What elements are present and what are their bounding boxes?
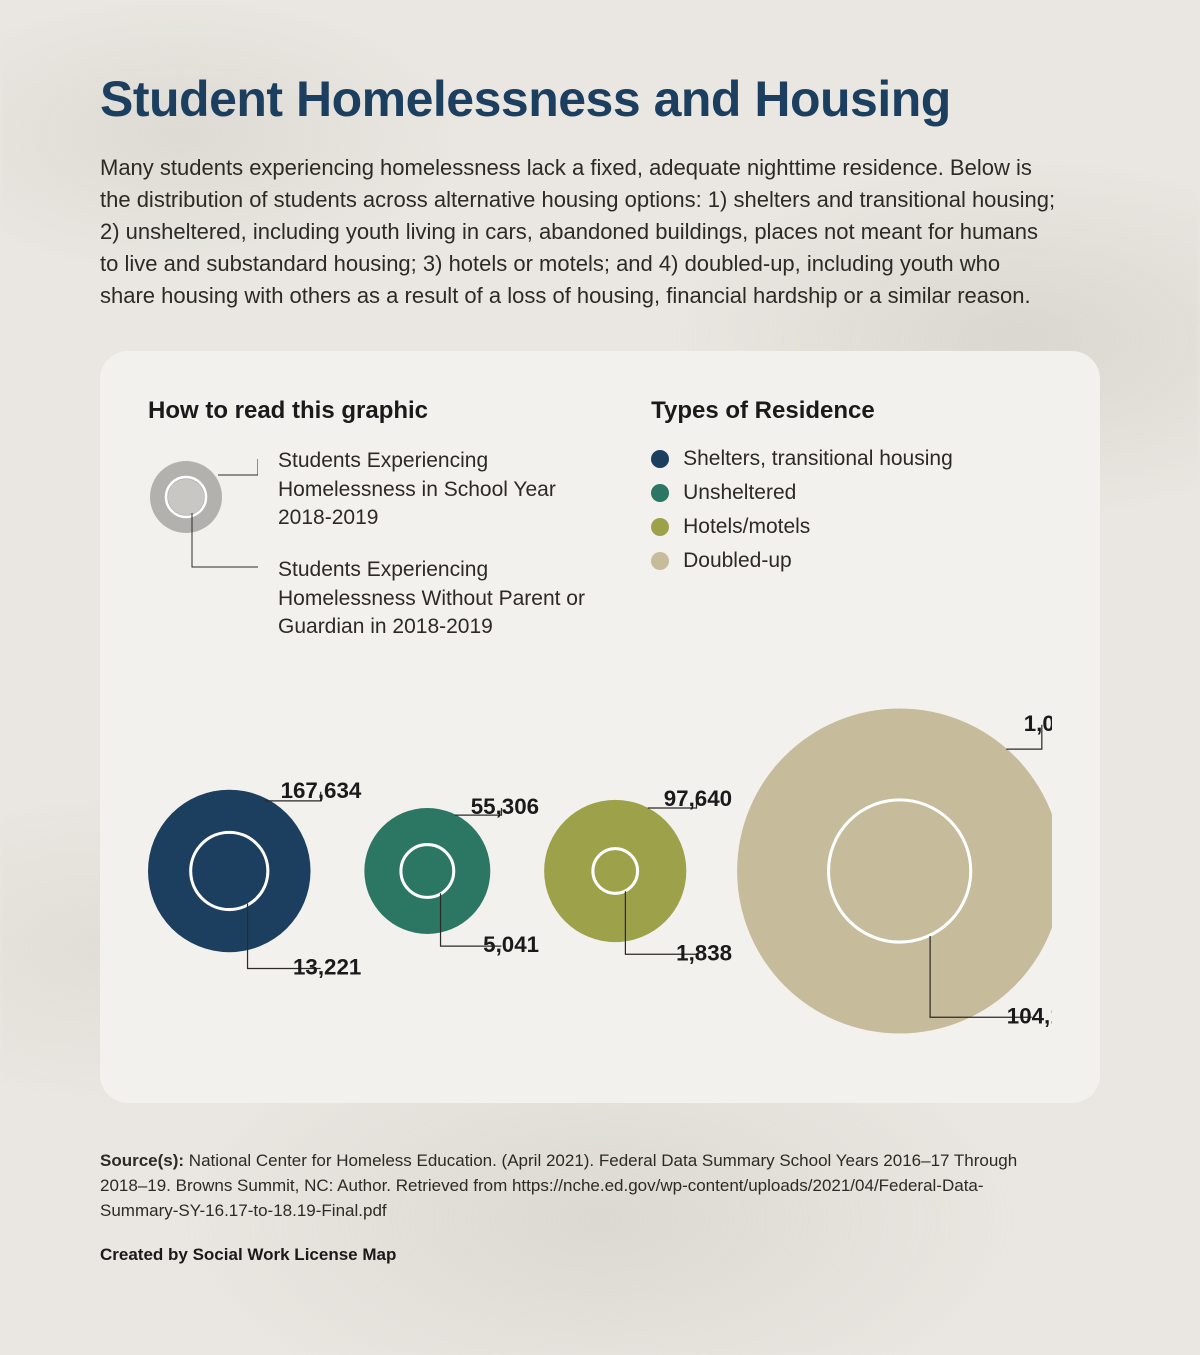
legend-item: Doubled-up bbox=[651, 549, 1052, 573]
legend-label: Hotels/motels bbox=[683, 515, 810, 539]
howto-section: How to read this graphic Students Experi… bbox=[148, 397, 591, 641]
sources-label: Source(s): bbox=[100, 1151, 189, 1170]
legend-swatch bbox=[651, 552, 669, 570]
legend-swatch bbox=[651, 484, 669, 502]
sources-text: National Center for Homeless Education. … bbox=[100, 1151, 1017, 1219]
chart-area: 167,634 13,221 55,306 5,041 97,640 1,838 1,058… bbox=[148, 678, 1052, 1064]
legend-item: Shelters, transitional housing bbox=[651, 447, 1052, 471]
legend-section: Types of Residence Shelters, transitiona… bbox=[651, 397, 1052, 641]
legend-label: Shelters, transitional housing bbox=[683, 447, 953, 471]
infographic-page: Student Homelessness and Housing Many st… bbox=[0, 0, 1200, 1315]
credit-line: Created by Social Work License Map bbox=[100, 1245, 1100, 1265]
svg-text:104,155: 104,155 bbox=[1007, 1003, 1052, 1028]
content-card: How to read this graphic Students Experi… bbox=[100, 351, 1100, 1103]
howto-inner-label: Students Experiencing Homelessness Witho… bbox=[278, 556, 591, 641]
svg-text:97,640: 97,640 bbox=[664, 785, 732, 810]
svg-text:1,838: 1,838 bbox=[676, 940, 732, 965]
card-top-row: How to read this graphic Students Experi… bbox=[148, 397, 1052, 641]
howto-outer-label: Students Experiencing Homelessness in Sc… bbox=[278, 447, 591, 532]
svg-text:167,634: 167,634 bbox=[281, 777, 362, 802]
intro-paragraph: Many students experiencing homelessness … bbox=[100, 152, 1060, 311]
howto-body: Students Experiencing Homelessness in Sc… bbox=[148, 447, 591, 641]
legend-swatch bbox=[651, 518, 669, 536]
svg-text:55,306: 55,306 bbox=[471, 794, 539, 819]
svg-text:13,221: 13,221 bbox=[293, 954, 361, 979]
legend-item: Unsheltered bbox=[651, 481, 1052, 505]
legend-label: Doubled-up bbox=[683, 549, 792, 573]
legend-title: Types of Residence bbox=[651, 397, 1052, 425]
legend-item: Hotels/motels bbox=[651, 515, 1052, 539]
nested-circle-chart: 167,634 13,221 55,306 5,041 97,640 1,838 1,058… bbox=[148, 678, 1052, 1064]
legend-items: Shelters, transitional housing Unsheltere… bbox=[651, 447, 1052, 573]
svg-text:5,041: 5,041 bbox=[483, 932, 539, 957]
howto-title: How to read this graphic bbox=[148, 397, 591, 425]
page-title: Student Homelessness and Housing bbox=[100, 70, 1100, 128]
legend-label: Unsheltered bbox=[683, 481, 796, 505]
legend-swatch bbox=[651, 450, 669, 468]
svg-text:1,058,463: 1,058,463 bbox=[1024, 710, 1052, 735]
howto-texts: Students Experiencing Homelessness in Sc… bbox=[278, 447, 591, 641]
howto-demo-icon bbox=[148, 447, 258, 587]
sources-line: Source(s): National Center for Homeless … bbox=[100, 1149, 1060, 1223]
